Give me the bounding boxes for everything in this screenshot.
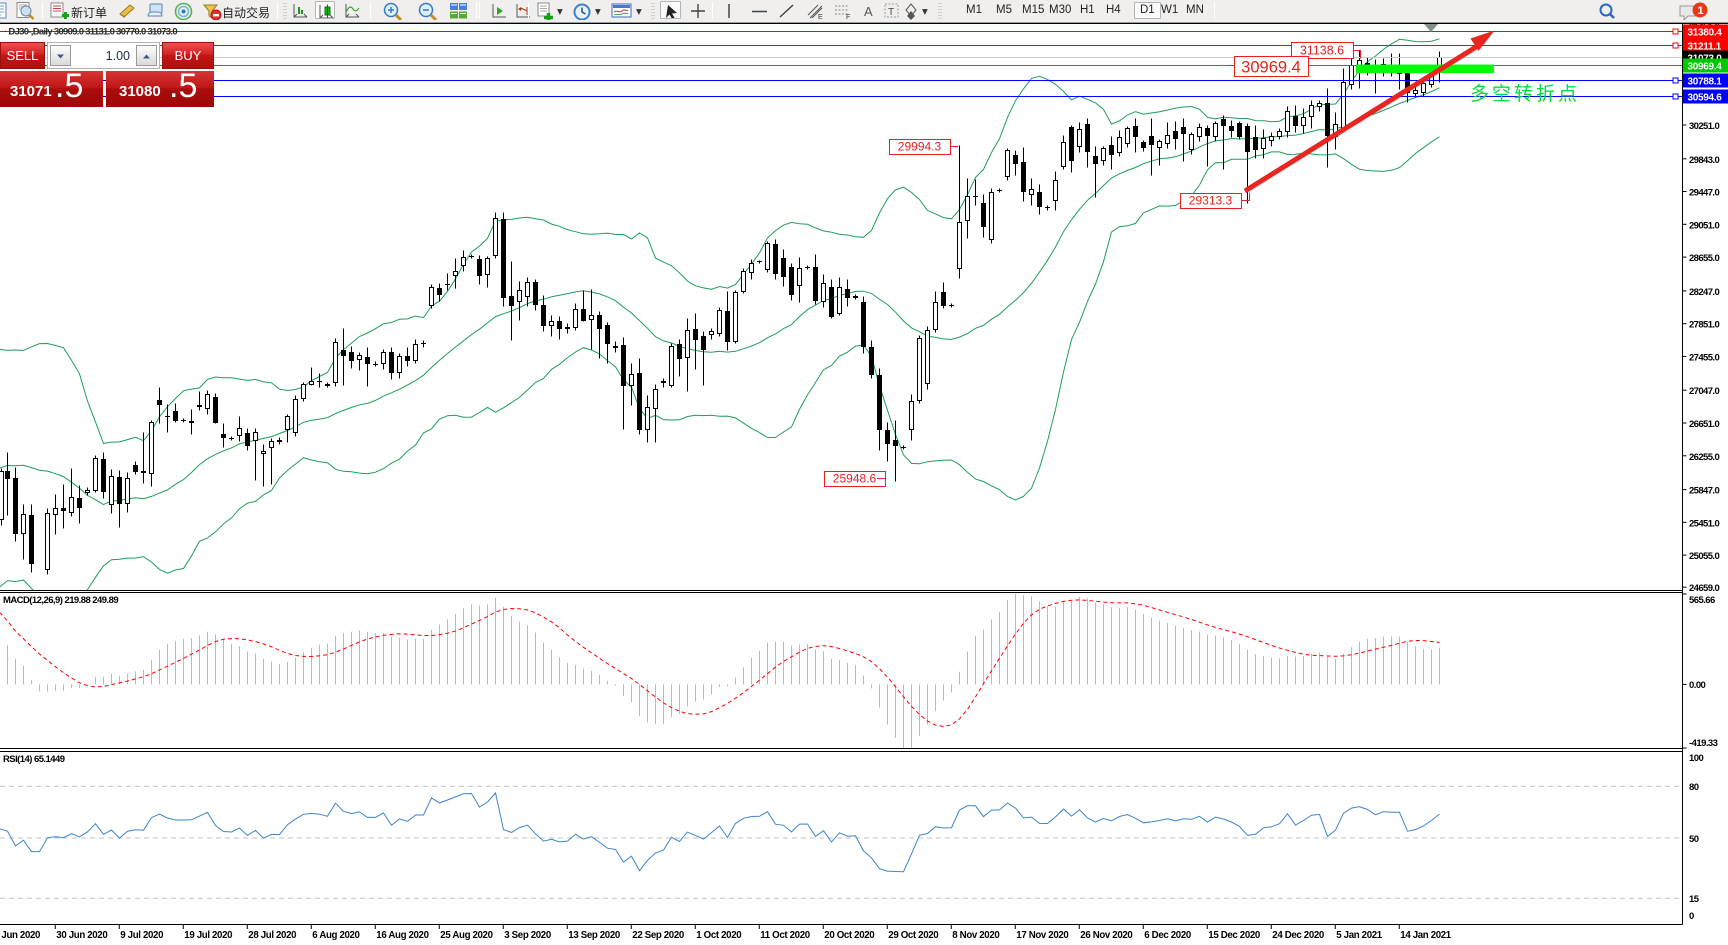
svg-text:17 Nov 2020: 17 Nov 2020 [1016,930,1068,941]
svg-text:25 Aug 2020: 25 Aug 2020 [440,930,492,941]
svg-text:50: 50 [1689,834,1699,845]
svg-text:27851.0: 27851.0 [1689,320,1719,331]
svg-text:T: T [888,7,894,18]
svg-text:80: 80 [1689,782,1699,793]
svg-text:6 Aug 2020: 6 Aug 2020 [312,930,359,941]
svg-text:28655.0: 28655.0 [1689,253,1719,264]
svg-text:25451.0: 25451.0 [1689,518,1719,529]
svg-text:20 Oct 2020: 20 Oct 2020 [824,930,874,941]
svg-text:13 Sep 2020: 13 Sep 2020 [568,930,620,941]
svg-text:24 Dec 2020: 24 Dec 2020 [1272,930,1324,941]
svg-text:-419.33: -419.33 [1689,738,1718,749]
svg-text:29843.0: 29843.0 [1689,155,1719,166]
svg-text:1: 1 [1698,5,1704,17]
svg-text:27455.0: 27455.0 [1689,353,1719,364]
svg-text:25948.6: 25948.6 [833,472,877,486]
svg-text:RSI(14) 65.1449: RSI(14) 65.1449 [3,754,65,765]
svg-text:26651.0: 26651.0 [1689,419,1719,430]
svg-text:1 Oct 2020: 1 Oct 2020 [696,930,741,941]
svg-text:26255.0: 26255.0 [1689,452,1719,463]
svg-text:30969.4: 30969.4 [1688,62,1723,73]
svg-text:· DJ30-,Daily 30909.0 31131.0: · DJ30-,Daily 30909.0 31131.0 30770.0 31… [4,27,177,38]
svg-text:29051.0: 29051.0 [1689,220,1719,231]
svg-text:15: 15 [1689,894,1700,905]
svg-text:22 Sep 2020: 22 Sep 2020 [632,930,684,941]
svg-text:31138.6: 31138.6 [1300,44,1344,58]
svg-text:30969.4: 30969.4 [1241,59,1301,77]
svg-text:29 Oct 2020: 29 Oct 2020 [888,930,938,941]
svg-text:21 Jun 2020: 21 Jun 2020 [0,930,40,941]
svg-text:29994.3: 29994.3 [898,140,942,154]
svg-text:15 Dec 2020: 15 Dec 2020 [1208,930,1260,941]
svg-text:31380.4: 31380.4 [1688,28,1723,39]
svg-text:9 Jul 2020: 9 Jul 2020 [120,930,163,941]
svg-text:31211.1: 31211.1 [1688,42,1722,53]
svg-text:29447.0: 29447.0 [1689,188,1719,199]
svg-text:28247.0: 28247.0 [1689,287,1719,298]
svg-text:6 Dec 2020: 6 Dec 2020 [1144,930,1191,941]
svg-text:F: F [846,14,850,20]
svg-text:29313.3: 29313.3 [1189,194,1233,208]
svg-text:24659.0: 24659.0 [1689,583,1719,594]
svg-text:565.66: 565.66 [1689,595,1715,606]
svg-text:16 Aug 2020: 16 Aug 2020 [376,930,428,941]
svg-text:5 Jan 2021: 5 Jan 2021 [1336,930,1382,941]
svg-text:3 Sep 2020: 3 Sep 2020 [504,930,551,941]
svg-text:100: 100 [1689,753,1703,764]
svg-text:14 Jan 2021: 14 Jan 2021 [1400,930,1452,941]
svg-text:0: 0 [1689,911,1694,922]
svg-text:25847.0: 25847.0 [1689,486,1719,497]
svg-text:30594.6: 30594.6 [1688,93,1723,104]
svg-text:19 Jul 2020: 19 Jul 2020 [184,930,232,941]
svg-text:30 Jun 2020: 30 Jun 2020 [56,930,107,941]
svg-text:MACD(12,26,9) 219.88 249.89: MACD(12,26,9) 219.88 249.89 [3,595,118,606]
svg-text:30788.1: 30788.1 [1688,77,1723,88]
svg-text:30251.0: 30251.0 [1689,121,1719,132]
svg-text:0.00: 0.00 [1689,680,1706,691]
svg-text:11 Oct 2020: 11 Oct 2020 [760,930,809,941]
svg-text:多空转折点: 多空转折点 [1470,83,1580,105]
svg-text:27047.0: 27047.0 [1689,386,1719,397]
svg-text:25055.0: 25055.0 [1689,551,1719,562]
svg-text:8 Nov 2020: 8 Nov 2020 [952,930,999,941]
svg-text:28 Jul 2020: 28 Jul 2020 [248,930,296,941]
svg-text:26 Nov 2020: 26 Nov 2020 [1080,930,1132,941]
svg-text:E: E [818,14,823,20]
